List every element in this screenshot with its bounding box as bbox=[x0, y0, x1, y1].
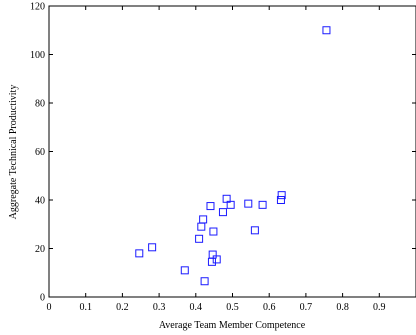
plot-area bbox=[48, 5, 416, 298]
data-point bbox=[195, 234, 204, 243]
data-point bbox=[218, 208, 227, 217]
data-point bbox=[244, 199, 253, 208]
y-tick-label: 60 bbox=[35, 147, 45, 158]
x-tick-label: 0.3 bbox=[153, 302, 166, 313]
data-point bbox=[135, 249, 144, 258]
x-tick-label: 0.4 bbox=[190, 302, 203, 313]
y-tick-label: 0 bbox=[40, 293, 45, 304]
y-axis-ticks: 0 20 40 60 80 100 120 bbox=[30, 2, 416, 304]
data-point bbox=[212, 255, 221, 264]
x-tick-label: 0.8 bbox=[336, 302, 349, 313]
x-tick-label: 0.6 bbox=[263, 302, 276, 313]
y-tick-label: 100 bbox=[30, 50, 45, 61]
x-tick-label: 0.7 bbox=[300, 302, 313, 313]
y-axis-title: Aggregate Technical Productivity bbox=[8, 85, 19, 220]
data-point bbox=[226, 200, 235, 209]
x-tick-label: 0.5 bbox=[226, 302, 239, 313]
x-tick-label: 0.2 bbox=[116, 302, 129, 313]
y-tick-label: 120 bbox=[30, 2, 45, 13]
y-tick-label: 20 bbox=[35, 244, 45, 255]
data-point bbox=[277, 191, 286, 200]
x-tick-label: 0.1 bbox=[79, 302, 92, 313]
y-tick-label: 40 bbox=[35, 196, 45, 207]
x-axis-title: Average Team Member Competence bbox=[159, 320, 306, 331]
data-point bbox=[222, 194, 231, 203]
data-point bbox=[199, 215, 208, 224]
y-tick-label: 80 bbox=[35, 99, 45, 110]
x-axis-ticks: 0 0.1 0.2 0.3 0.4 0.5 0.6 0.7 0.8 0.9 bbox=[47, 6, 386, 313]
data-point bbox=[200, 277, 209, 286]
data-point bbox=[209, 227, 218, 236]
data-point bbox=[258, 200, 267, 209]
data-point bbox=[208, 250, 217, 259]
data-point bbox=[250, 226, 259, 235]
data-point bbox=[322, 26, 331, 35]
x-tick-label: 0 bbox=[47, 302, 52, 313]
data-point bbox=[148, 243, 157, 252]
x-tick-label: 0.9 bbox=[373, 302, 386, 313]
data-points bbox=[135, 26, 331, 286]
data-point bbox=[206, 202, 215, 211]
data-point bbox=[180, 266, 189, 275]
data-point bbox=[276, 196, 285, 204]
